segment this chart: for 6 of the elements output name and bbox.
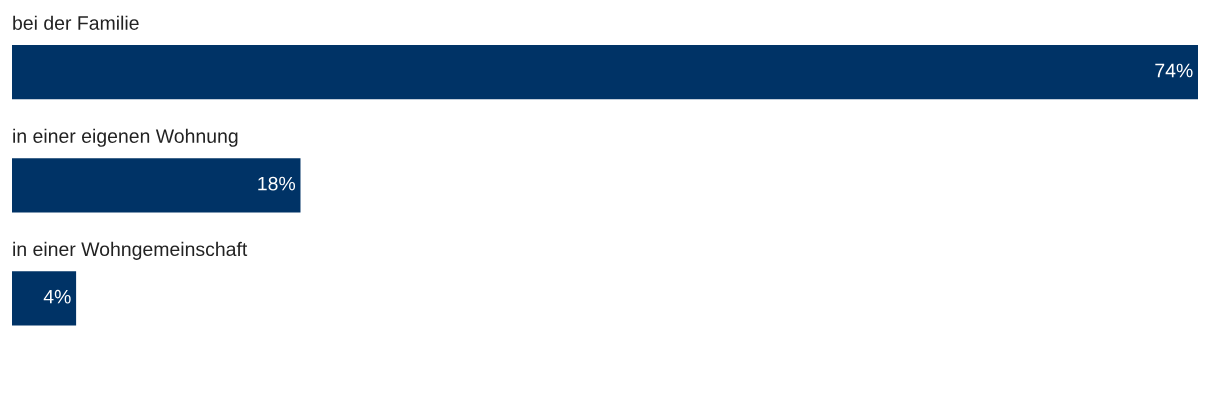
y-tick-label: bei der Familie (13, 15, 139, 30)
data-label: 4% (43, 289, 71, 304)
y-tick-label: in einer Wohngemeinschaft (13, 241, 248, 260)
y-tick-label: in einer eigenen Wohnung (13, 128, 238, 147)
data-label: 74% (1155, 63, 1193, 78)
data-label: 18% (258, 176, 296, 191)
